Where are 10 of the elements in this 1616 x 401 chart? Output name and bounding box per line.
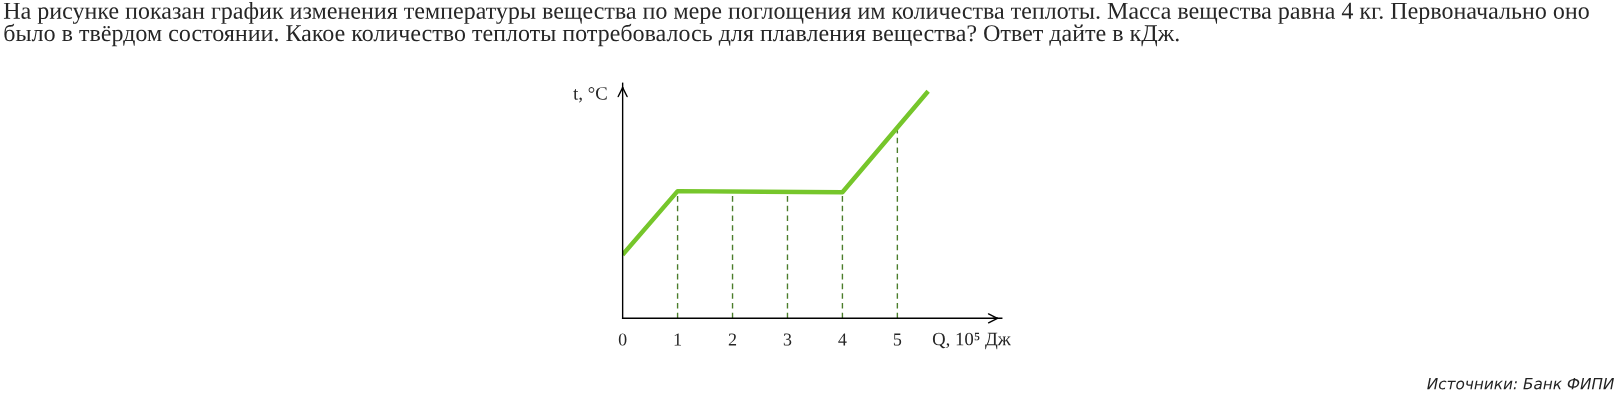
x-tick-label: 4 — [838, 333, 847, 346]
x-tick-label: 5 — [893, 333, 902, 346]
x-tick-label: 1 — [674, 333, 682, 346]
text: Источники: Банк ФИПИ — [1427, 378, 1614, 390]
y-axis-title: t, °C — [573, 87, 607, 103]
chart-title: На рисунке показан график изменения температуры вещества по мере поглощения им количества теплоты. Масса вещества равна 4 кг. Первоначально оно было в твёрдом состоянии. Какое количество теплоты потребовалось для плавления вещества? Ответ дайте в кДж. — [3, 2, 1589, 47]
x-tick-label: 0 — [618, 333, 627, 346]
x-tick-label: 2 — [728, 333, 737, 346]
x-tick-label: 3 — [783, 333, 792, 346]
x-axis-title: Q, 10⁵ Дж — [932, 332, 1011, 350]
